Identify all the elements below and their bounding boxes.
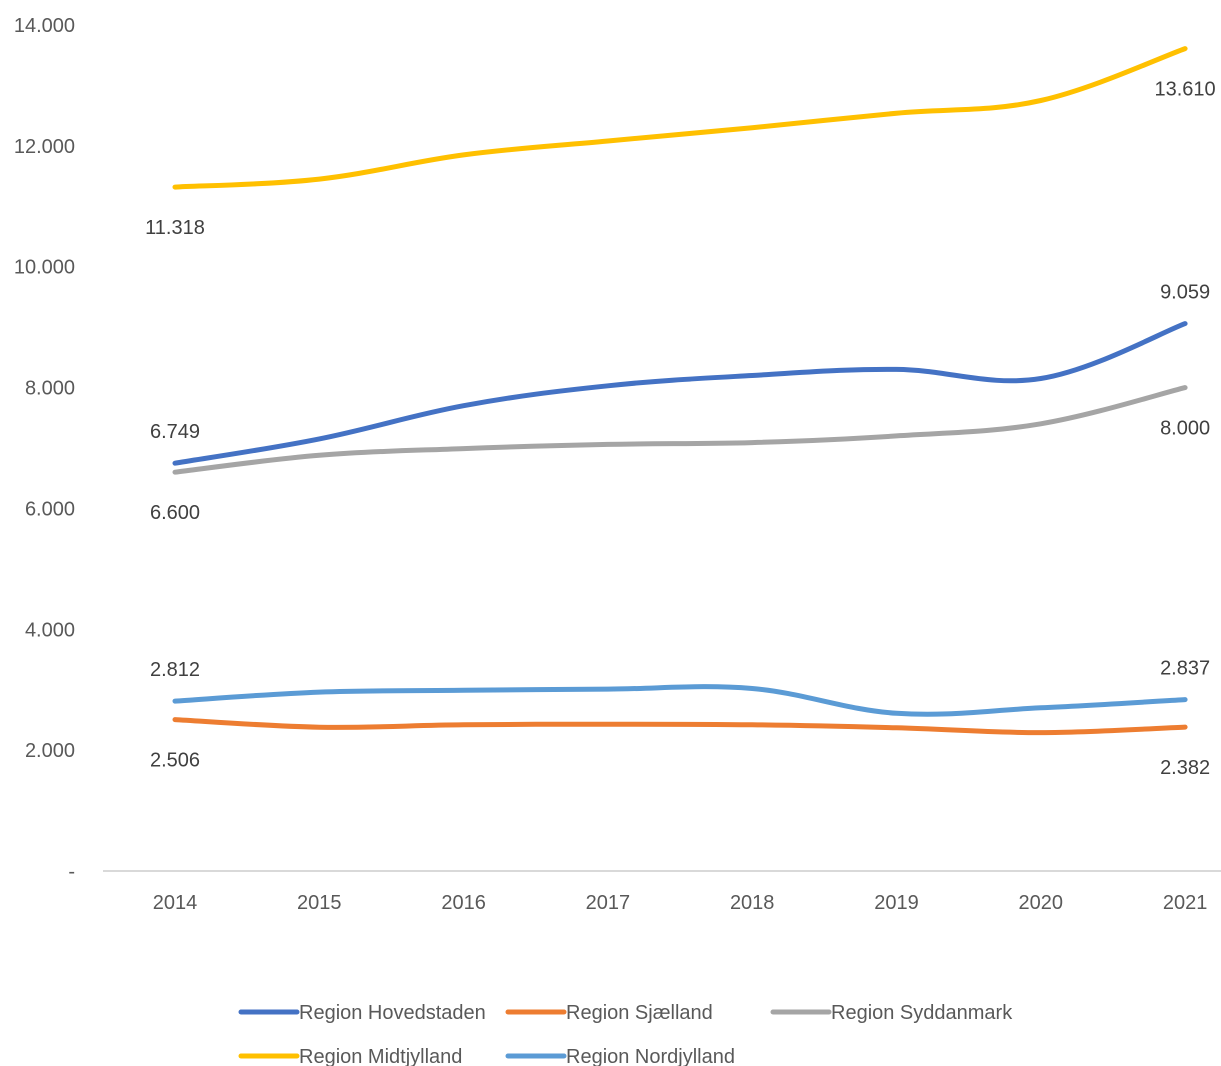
y-tick-label: 12.000: [14, 136, 75, 158]
x-tick-label: 2016: [441, 892, 486, 914]
x-tick-label: 2019: [874, 892, 919, 914]
y-tick-label: -: [68, 861, 75, 883]
legend: Region Hovedstaden Region Sjælland Region …: [238, 1002, 1013, 1066]
series-line-region-hovedstaden: [172, 321, 1188, 466]
legend-item-region-hovedstaden: Region Hovedstaden: [238, 1002, 486, 1024]
data-label-region-hovedstaden: 9.059: [1160, 282, 1210, 304]
data-label-region-nordjylland: 2.812: [150, 659, 200, 681]
y-tick-label: 10.000: [14, 257, 75, 279]
y-tick-label: 14.000: [14, 15, 75, 37]
x-tick-label: 2021: [1163, 892, 1208, 914]
x-axis: 2014 2015 2016 2017 2018 2019 2020 2021: [153, 892, 1208, 914]
data-label-region-sj-lland: 2.506: [150, 750, 200, 772]
data-label-region-midtjylland: 11.318: [145, 217, 205, 239]
series-line-region-nordjylland: [172, 684, 1188, 717]
x-tick-label: 2015: [297, 892, 342, 914]
x-tick-label: 2017: [586, 892, 631, 914]
x-tick-label: 2014: [153, 892, 198, 914]
data-label-region-sj-lland: 2.382: [1160, 757, 1210, 779]
data-label-region-nordjylland: 2.837: [1160, 658, 1210, 680]
data-label-region-midtjylland: 13.610: [1155, 79, 1216, 101]
data-labels: 2.812 2.837 2.506 2.382 6.600 8.000 6.749 9.059…: [145, 79, 1216, 779]
legend-item-region-nordjylland: Region Nordjylland: [505, 1046, 735, 1066]
x-tick-label: 2018: [730, 892, 775, 914]
series-lines: [172, 46, 1188, 736]
series-line-region-syddanmark: [172, 385, 1188, 475]
y-tick-label: 8.000: [25, 378, 75, 400]
legend-label: Region Nordjylland: [566, 1046, 735, 1066]
legend-label: Region Midtjylland: [299, 1046, 462, 1066]
y-tick-label: 4.000: [25, 619, 75, 641]
data-label-region-hovedstaden: 6.749: [150, 421, 200, 443]
data-label-region-syddanmark: 8.000: [1160, 418, 1210, 440]
legend-label: Region Hovedstaden: [299, 1002, 486, 1024]
legend-label: Region Sjælland: [566, 1002, 713, 1024]
legend-label: Region Syddanmark: [831, 1002, 1013, 1024]
y-tick-label: 6.000: [25, 498, 75, 520]
legend-item-region-midtjylland: Region Midtjylland: [238, 1046, 462, 1066]
legend-item-region-sj-lland: Region Sjælland: [505, 1002, 713, 1024]
x-tick-label: 2020: [1019, 892, 1064, 914]
y-axis: - 2.000 4.000 6.000 8.000 10.000 12.000 14.000: [14, 15, 75, 883]
legend-item-region-syddanmark: Region Syddanmark: [770, 1002, 1013, 1024]
series-line-region-sj-lland: [172, 717, 1188, 736]
data-label-region-syddanmark: 6.600: [150, 502, 200, 524]
series-line-region-midtjylland: [172, 46, 1188, 190]
y-tick-label: 2.000: [25, 740, 75, 762]
